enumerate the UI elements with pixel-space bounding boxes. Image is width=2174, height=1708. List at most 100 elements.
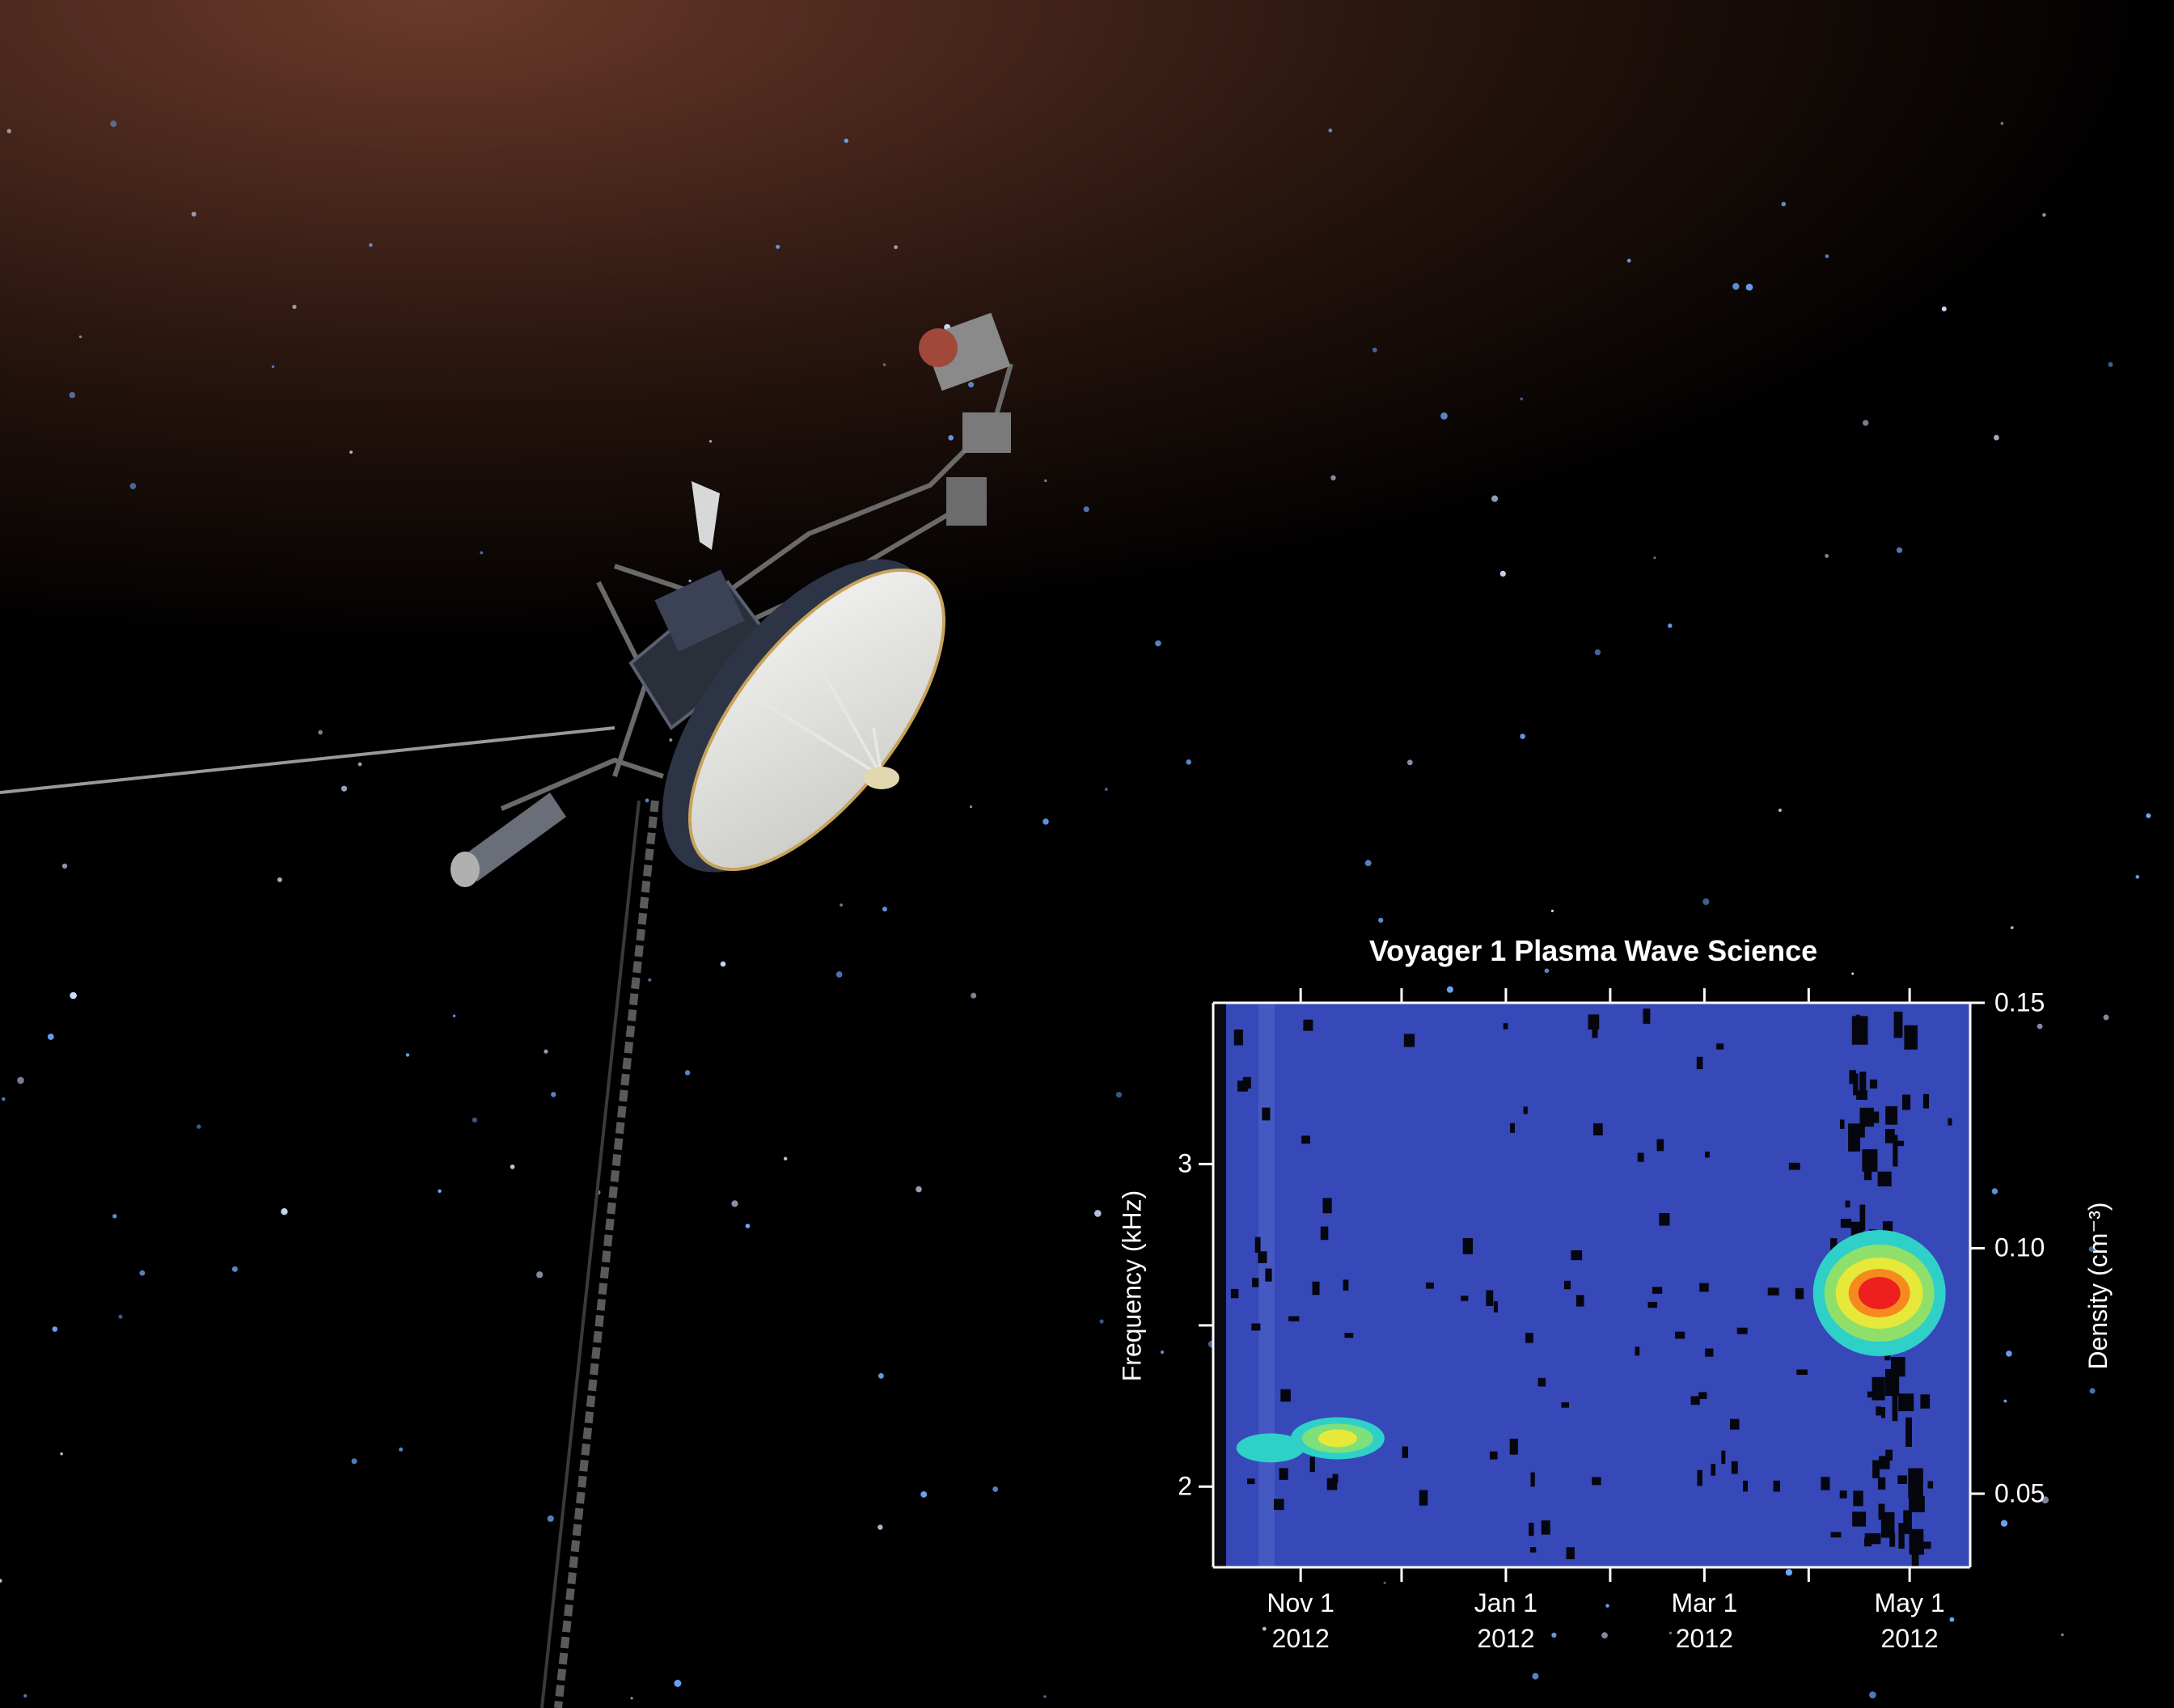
star [405,1053,410,1057]
star [536,1271,544,1279]
dropout-speck [1872,1460,1880,1478]
star [139,1270,146,1276]
star [118,1314,123,1319]
dropout-speck [1866,1158,1876,1172]
dropout-speck [1705,1348,1714,1357]
star [1364,860,1372,867]
star [1378,917,1384,923]
star [720,961,726,967]
dropout-speck [1593,1123,1603,1135]
star [349,450,353,454]
dropout-speck [1864,1537,1872,1547]
star [110,120,117,128]
star [1099,1319,1104,1324]
star [688,579,692,582]
star [1605,1604,1609,1608]
dropout-speck [1877,1171,1892,1186]
star [1778,808,1782,813]
dropout-speck [1675,1331,1685,1339]
star [1330,475,1336,480]
no-data-edge [1213,1003,1226,1567]
star [669,738,673,742]
star [2000,121,2004,125]
star [1499,570,1506,577]
star [0,1579,2,1583]
dropout-speck [1529,1522,1534,1537]
star [882,363,886,366]
star [191,211,197,217]
dropout-speck [1840,1219,1852,1228]
dropout-speck [1948,1118,1952,1126]
star [878,1372,884,1379]
star [1669,1631,1673,1635]
dropout-speck [1230,1288,1239,1299]
star [731,1200,738,1207]
star [369,243,373,247]
dropout-speck [1509,1439,1518,1455]
star [1825,554,1829,558]
star [1262,1626,1267,1631]
heliosphere-glow [0,0,2174,809]
star [1551,1632,1557,1638]
star [480,551,484,555]
star [2061,1633,2064,1637]
dropout-speck [1312,1281,1320,1296]
star [1440,412,1448,420]
star [1994,434,1999,441]
dropout-speck [1462,1238,1473,1254]
dropout-speck [1571,1250,1583,1261]
dropout-speck [1909,1528,1924,1554]
dropout-speck [1857,1025,1865,1040]
dropout-speck [1274,1499,1284,1511]
star [1186,759,1191,765]
dropout-speck [1898,1523,1905,1549]
dropout-speck [1892,1393,1898,1422]
star [684,1070,691,1076]
x-tick-label: Jan 1 2012 [1474,1588,1538,1653]
star [1115,1092,1123,1098]
dropout-speck [1884,1129,1895,1144]
star [1083,506,1089,513]
dropout-speck [1920,1394,1931,1409]
star [318,729,323,735]
dropout-speck [1525,1333,1533,1343]
instrument-lens [919,328,958,367]
dropout-speck [1795,1287,1804,1300]
star [78,335,82,339]
emission-blob [1236,1433,1305,1463]
star [1104,787,1108,792]
star [894,245,898,250]
star [648,978,652,982]
star [1825,254,1829,259]
star [1991,1188,1998,1194]
star [2000,1520,2008,1527]
dropout-speck [1767,1287,1779,1296]
star [544,1049,548,1054]
dropout-speck [1870,1079,1878,1089]
star [52,1326,58,1332]
star [1863,420,1869,426]
dropout-speck [1696,1056,1703,1070]
dropout-speck [1898,1393,1914,1411]
dropout-speck [1891,1357,1905,1377]
star [2103,1014,2109,1021]
dropout-speck [1537,1377,1546,1387]
star [61,863,68,869]
star [2006,1351,2012,1357]
dropout-speck [1849,1070,1856,1084]
dropout-speck [1403,1034,1415,1047]
science-boom [694,363,1013,617]
star [1732,282,1740,290]
star [438,1189,442,1194]
dropout-speck [1878,1477,1886,1490]
star [840,903,843,907]
star [69,391,76,399]
star [1601,1632,1608,1639]
star [2135,875,2140,879]
star [452,1014,456,1017]
dropout-speck [1344,1333,1354,1338]
star [357,762,362,767]
dropout-speck [1853,1490,1863,1507]
dropout-speck [1343,1279,1349,1291]
